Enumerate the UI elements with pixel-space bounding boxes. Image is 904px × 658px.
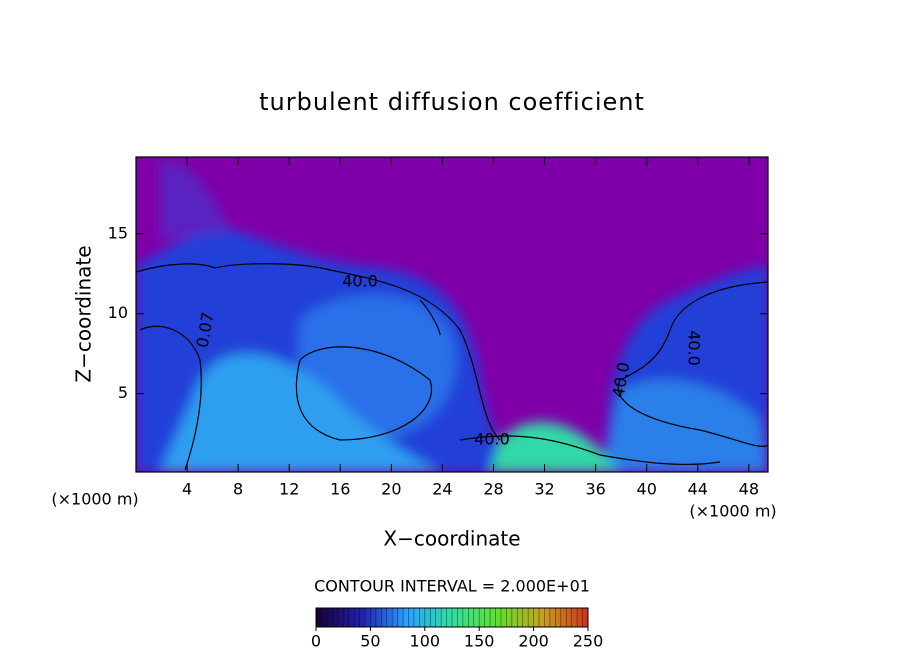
y-tick-label: 10 (108, 303, 128, 322)
contour-label: 40.0 (474, 430, 510, 449)
y-tick-label: 15 (108, 223, 128, 242)
y-unit: (×1000 m) (51, 490, 138, 509)
contour-label: 40.0 (342, 272, 378, 291)
colorbar-tick-label: 200 (518, 632, 549, 651)
colorbar-tick-label: 0 (311, 632, 321, 651)
field (136, 160, 768, 472)
x-tick-label: 24 (432, 480, 452, 499)
colorbar-tick-label: 250 (573, 632, 604, 651)
x-tick-label: 48 (739, 480, 759, 499)
x-tick-label: 28 (483, 480, 503, 499)
x-tick-label: 20 (381, 480, 401, 499)
x-tick-label: 8 (233, 480, 243, 499)
chart-title: turbulent diffusion coefficient (259, 88, 645, 116)
colorbar-tick-label: 150 (464, 632, 495, 651)
x-axis-label: X−coordinate (383, 527, 520, 551)
y-tick-label: 5 (118, 383, 128, 402)
y-axis-label: Z−coordinate (72, 245, 96, 382)
plot-area (136, 157, 768, 472)
x-tick-label: 4 (182, 480, 192, 499)
x-tick-label: 40 (637, 480, 657, 499)
contour-interval: CONTOUR INTERVAL = 2.000E+01 (314, 577, 590, 596)
x-tick-label: 32 (534, 480, 554, 499)
colorbar-tick-label: 50 (360, 632, 380, 651)
x-tick-label: 36 (585, 480, 605, 499)
plot-frame (135, 156, 769, 473)
x-tick-label: 12 (279, 480, 299, 499)
colorbar-tick-label: 100 (410, 632, 441, 651)
contour-lines (136, 263, 768, 471)
x-tick-label: 44 (688, 480, 708, 499)
x-unit: (×1000 m) (689, 502, 776, 521)
contour-label: 40.0 (685, 330, 704, 366)
x-tick-label: 16 (330, 480, 350, 499)
